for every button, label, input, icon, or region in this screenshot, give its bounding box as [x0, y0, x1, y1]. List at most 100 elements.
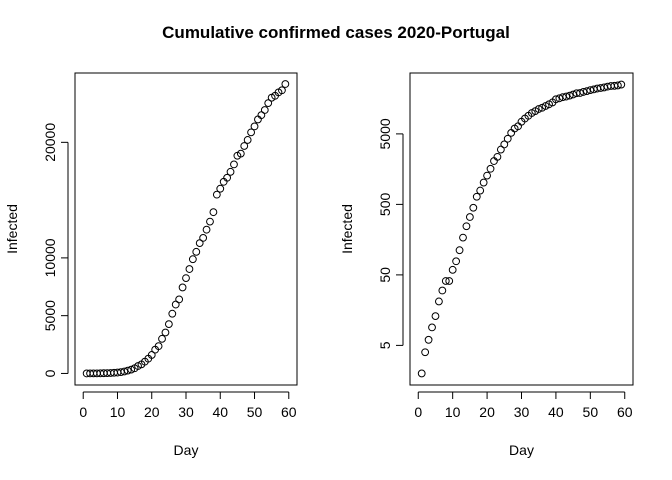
left-data-point: [178, 283, 187, 292]
right-y-tick-label: 500: [377, 192, 393, 216]
right-x-tick-label: 60: [617, 404, 633, 420]
left-panel: 0 10 20 30 40 50 60 0 5000 10000 20000 Day Infected: [4, 72, 298, 458]
right-data-point: [445, 277, 454, 285]
right-x-axis-label: Day: [509, 442, 534, 458]
right-x-tick-label: 50: [583, 404, 599, 420]
left-data-point: [236, 149, 245, 158]
left-x-tick-label: 20: [144, 404, 160, 420]
left-data-point: [250, 122, 259, 131]
left-data-point: [260, 106, 269, 114]
left-data-point: [223, 173, 232, 182]
right-y-tick-label: 5000: [377, 118, 393, 149]
right-data-point: [562, 92, 571, 101]
left-data-point: [278, 86, 286, 95]
left-data-point: [120, 367, 129, 376]
right-data-point: [438, 286, 447, 295]
right-data-point: [565, 91, 574, 100]
right-x-tick-label: 0: [414, 404, 422, 420]
right-data-point: [479, 178, 488, 187]
left-y-tick-label: 0: [42, 369, 58, 377]
left-data-point: [123, 366, 132, 375]
left-data-point: [216, 184, 225, 193]
right-data-point: [503, 134, 512, 143]
left-x-tick-label: 50: [247, 404, 263, 420]
left-data-point: [127, 365, 136, 374]
left-data-point: [188, 255, 197, 264]
left-data-point: [147, 351, 156, 359]
left-data-point: [158, 334, 166, 343]
left-x-tick-label: 60: [281, 404, 297, 420]
right-data-point: [486, 164, 495, 173]
left-data-point: [168, 309, 177, 318]
right-data-point: [441, 277, 450, 285]
right-data-point: [534, 105, 543, 113]
right-y-tick-label: 50: [377, 267, 393, 283]
right-panel: 0 10 20 30 40 50 60 5 50 500 5000 Day Infected: [339, 72, 634, 458]
left-data-point: [264, 99, 273, 108]
left-data-point: [154, 342, 163, 351]
left-x-axis-label: Day: [174, 442, 199, 458]
right-data-point: [435, 297, 443, 306]
right-x-tick-label: 30: [514, 404, 530, 420]
left-y-axis-label: Infected: [4, 204, 20, 254]
left-data-point: [161, 328, 170, 337]
right-data-point: [459, 233, 467, 242]
left-data-point: [206, 217, 214, 226]
left-data-point: [212, 190, 221, 199]
right-data-point: [452, 257, 461, 266]
left-x-tick-label: 0: [79, 404, 87, 420]
right-data-point: [555, 94, 564, 103]
right-data-point: [431, 312, 440, 321]
right-data-point: [424, 335, 433, 344]
right-x-tick-label: 40: [548, 404, 564, 420]
right-data-point: [417, 369, 426, 378]
right-y-axis-label: Infected: [339, 204, 355, 254]
left-data-point: [182, 274, 190, 282]
right-data-point: [455, 246, 464, 255]
figure-title: Cumulative confirmed cases 2020-Portugal: [162, 23, 510, 42]
left-y-tick-label: 5000: [42, 300, 58, 331]
left-data-point: [281, 80, 290, 88]
right-data-point: [576, 89, 584, 97]
left-data-point: [185, 265, 194, 273]
right-data-point: [465, 213, 474, 221]
right-data-point: [428, 323, 436, 332]
right-data-point: [483, 171, 491, 180]
left-x-tick-label: 30: [178, 404, 194, 420]
left-data-point: [230, 160, 238, 169]
left-data-point: [175, 295, 184, 304]
right-data-point: [448, 265, 457, 274]
right-y-tick-label: 5: [377, 341, 393, 349]
left-data-point: [209, 208, 218, 217]
left-data-point: [243, 136, 252, 144]
left-data-point: [192, 247, 201, 256]
left-data-point: [164, 320, 173, 329]
left-x-tick-label: 40: [212, 404, 228, 420]
left-data-point: [202, 225, 211, 234]
right-data-point: [500, 140, 509, 149]
left-y-tick-label: 20000: [42, 123, 58, 162]
right-data-point: [579, 88, 588, 96]
left-y-tick-label: 10000: [42, 238, 58, 277]
right-data-point: [613, 81, 622, 90]
right-data-point: [421, 348, 430, 357]
right-data-point: [552, 95, 560, 104]
left-data-point: [226, 167, 235, 176]
right-x-tick-label: 10: [445, 404, 461, 420]
right-plot-frame: [409, 72, 634, 386]
right-data-point: [472, 192, 481, 201]
left-x-tick-label: 10: [110, 404, 126, 420]
right-data-point: [476, 186, 485, 195]
right-data-point: [617, 80, 626, 89]
left-data-point: [199, 233, 208, 242]
left-data-point: [247, 128, 255, 137]
left-plot-frame: [74, 72, 298, 386]
right-data-point: [462, 222, 471, 231]
right-x-tick-label: 20: [479, 404, 495, 420]
right-data-point: [469, 203, 478, 212]
left-data-point: [240, 142, 249, 150]
right-data-point: [493, 152, 502, 161]
